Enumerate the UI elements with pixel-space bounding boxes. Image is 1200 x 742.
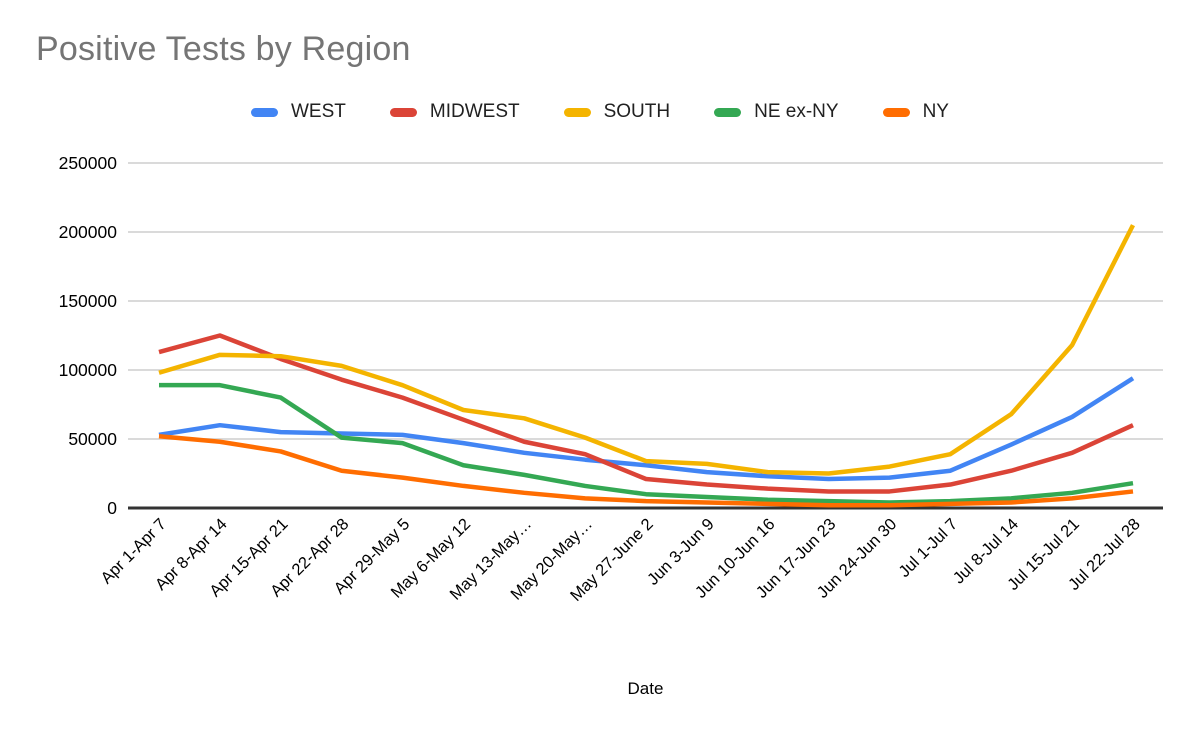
series-line-ny	[158, 433, 1134, 508]
y-axis-tick-label: 50000	[68, 429, 117, 449]
legend-item-west: WEST	[251, 101, 346, 123]
y-axis-tick-label: 150000	[59, 291, 118, 311]
legend-label: SOUTH	[603, 101, 671, 122]
series-line-ne-ex-ny	[159, 382, 1134, 505]
legend-label: WEST	[291, 101, 346, 122]
chart-title: Positive Tests by Region	[36, 30, 411, 68]
y-axis-tick-label: 0	[107, 498, 117, 518]
legend-item-midwest: MIDWEST	[389, 101, 520, 123]
y-axis-tick-label: 100000	[59, 360, 118, 380]
legend-label: MIDWEST	[429, 101, 520, 122]
legend-swatch-west	[251, 107, 278, 117]
chart-legend: WEST MIDWEST SOUTH NE ex-NY NY	[0, 101, 1200, 123]
x-axis-tick-label: Jul 1-Jul 7	[895, 515, 961, 581]
legend-swatch-ne-ex-ny	[714, 107, 742, 117]
legend-swatch-south	[563, 107, 591, 117]
legend-item-ne-ex-ny: NE ex-NY	[714, 101, 839, 123]
legend-swatch-ny	[882, 107, 910, 117]
x-axis-title: Date	[627, 679, 664, 698]
legend-swatch-midwest	[389, 107, 417, 117]
legend-label: NE ex-NY	[754, 101, 839, 122]
legend-item-ny: NY	[882, 101, 949, 123]
y-axis-tick-label: 250000	[59, 153, 118, 173]
legend-item-south: SOUTH	[563, 101, 671, 123]
series-line-south	[158, 224, 1136, 476]
series-line-west	[158, 376, 1135, 482]
series-line-midwest	[158, 333, 1134, 494]
y-axis-tick-label: 200000	[59, 222, 118, 242]
legend-label: NY	[922, 101, 949, 122]
